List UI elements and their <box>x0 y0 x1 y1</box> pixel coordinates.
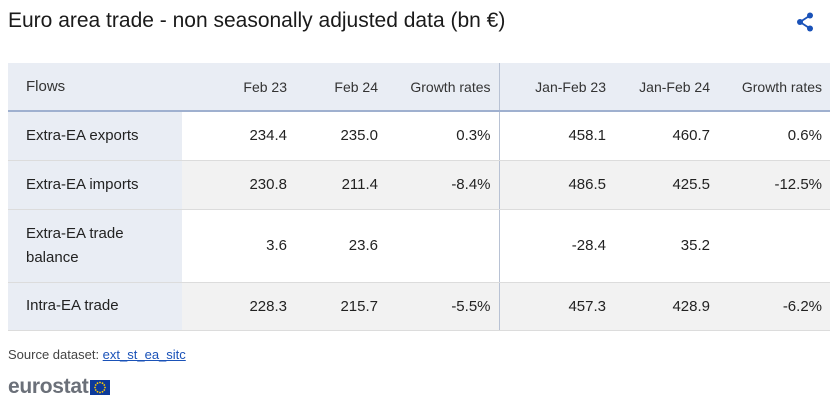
cell-feb23: 234.4 <box>182 111 295 161</box>
cell-feb23: 228.3 <box>182 282 295 331</box>
cell-janfeb23: 486.5 <box>499 160 614 210</box>
table-header-row: Flows Feb 23 Feb 24 Growth rates Jan-Feb… <box>8 63 830 112</box>
column-header-growth-month: Growth rates <box>386 63 500 112</box>
trade-table: Flows Feb 23 Feb 24 Growth rates Jan-Feb… <box>8 63 830 331</box>
cell-growth-month: -8.4% <box>386 160 500 210</box>
column-header-feb23: Feb 23 <box>182 63 295 112</box>
cell-growth-cumulative: -12.5% <box>718 160 830 210</box>
cell-growth-month: -5.5% <box>386 282 500 331</box>
cell-growth-cumulative: -6.2% <box>718 282 830 331</box>
row-label: Extra-EA imports <box>8 160 182 210</box>
table-row: Extra-EA trade balance 3.6 23.6 -28.4 35… <box>8 209 830 283</box>
eurostat-logo[interactable]: eurostat <box>8 375 111 399</box>
column-header-feb24: Feb 24 <box>295 63 386 112</box>
column-header-janfeb23: Jan-Feb 23 <box>499 63 614 112</box>
cell-janfeb23: -28.4 <box>499 209 614 283</box>
cell-feb24: 211.4 <box>295 160 386 210</box>
table-row: Intra-EA trade 228.3 215.7 -5.5% 457.3 4… <box>8 282 830 331</box>
cell-growth-cumulative: 0.6% <box>718 111 830 161</box>
column-header-flows: Flows <box>8 63 182 112</box>
cell-janfeb24: 425.5 <box>614 160 718 210</box>
cell-janfeb24: 35.2 <box>614 209 718 283</box>
share-button[interactable] <box>794 11 816 33</box>
share-icon <box>797 12 813 32</box>
logo-text: eurostat <box>8 375 89 398</box>
cell-janfeb24: 460.7 <box>614 111 718 161</box>
row-label: Intra-EA trade <box>8 282 182 331</box>
row-label: Extra-EA exports <box>8 111 182 161</box>
source-label: Source dataset: <box>8 347 103 362</box>
cell-growth-month: 0.3% <box>386 111 500 161</box>
source-dataset: Source dataset: ext_st_ea_sitc <box>8 347 186 362</box>
cell-janfeb23: 458.1 <box>499 111 614 161</box>
page-title: Euro area trade - non seasonally adjuste… <box>8 9 506 32</box>
column-header-janfeb24: Jan-Feb 24 <box>614 63 718 112</box>
row-label: Extra-EA trade balance <box>8 209 182 283</box>
cell-feb24: 23.6 <box>295 209 386 283</box>
trade-table-container: Flows Feb 23 Feb 24 Growth rates Jan-Feb… <box>8 63 830 331</box>
cell-feb23: 230.8 <box>182 160 295 210</box>
cell-growth-month <box>386 209 500 283</box>
cell-janfeb24: 428.9 <box>614 282 718 331</box>
eu-flag-icon <box>90 379 111 395</box>
table-row: Extra-EA imports 230.8 211.4 -8.4% 486.5… <box>8 160 830 210</box>
column-header-growth-cumulative: Growth rates <box>718 63 830 112</box>
source-dataset-link[interactable]: ext_st_ea_sitc <box>102 347 186 362</box>
cell-feb24: 235.0 <box>295 111 386 161</box>
cell-janfeb23: 457.3 <box>499 282 614 331</box>
cell-feb24: 215.7 <box>295 282 386 331</box>
cell-growth-cumulative <box>718 209 830 283</box>
cell-feb23: 3.6 <box>182 209 295 283</box>
table-row: Extra-EA exports 234.4 235.0 0.3% 458.1 … <box>8 111 830 161</box>
